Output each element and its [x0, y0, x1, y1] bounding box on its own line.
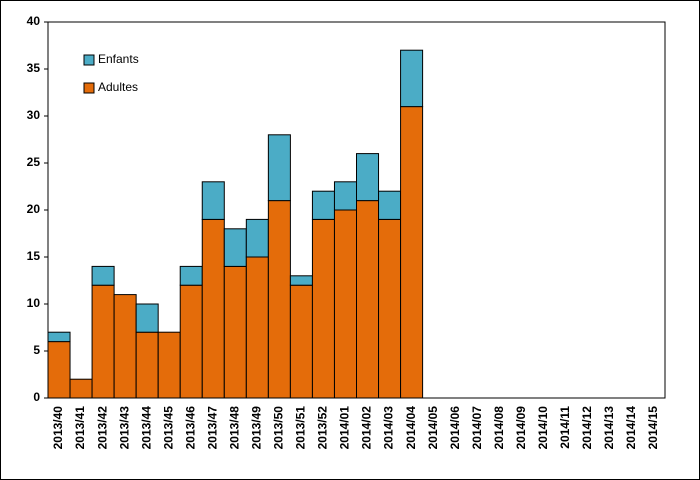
x-tick-label: 2013/51 — [294, 406, 308, 450]
bar-segment — [311, 190, 335, 220]
x-tick-label: 2013/46 — [183, 406, 197, 450]
bar-segment — [356, 153, 380, 202]
bar-segment — [179, 265, 203, 286]
bar-segment — [223, 228, 247, 267]
x-tick-label: 2013/42 — [95, 406, 109, 450]
x-tick-label: 2013/47 — [205, 406, 219, 450]
bar-segment — [333, 209, 358, 399]
x-tick-label: 2013/43 — [117, 406, 131, 450]
bar-segment — [113, 294, 137, 399]
x-tick-label: 2014/01 — [338, 406, 352, 450]
legend-swatch — [83, 54, 95, 66]
x-tick-label: 2014/06 — [448, 406, 462, 450]
bar-segment — [245, 218, 269, 258]
x-tick-label: 2014/15 — [646, 406, 660, 450]
x-tick-label: 2013/44 — [139, 406, 153, 450]
bar-segment — [267, 134, 291, 202]
bar-segment — [333, 181, 358, 211]
x-tick-label: 2014/04 — [404, 406, 418, 450]
y-tick-label: 30 — [27, 108, 41, 122]
bar-segment — [378, 190, 402, 220]
y-tick-label: 40 — [27, 14, 41, 28]
bar-segment — [400, 49, 424, 108]
bar-segment — [157, 331, 181, 399]
x-tick-label: 2014/11 — [558, 406, 572, 449]
x-tick-label: 2014/05 — [426, 406, 440, 450]
x-tick-label: 2014/14 — [624, 406, 638, 450]
bar-segment — [245, 256, 269, 399]
bar-segment — [135, 303, 159, 333]
x-tick-label: 2014/10 — [536, 406, 550, 450]
x-tick-label: 2014/08 — [492, 406, 506, 450]
y-tick-label: 5 — [33, 343, 40, 357]
legend-label: Enfants — [98, 52, 139, 66]
x-tick-label: 2013/49 — [250, 406, 264, 450]
x-tick-label: 2014/07 — [470, 406, 484, 450]
x-tick-label: 2013/40 — [51, 406, 65, 450]
bar-segment — [91, 284, 115, 399]
bar-segment — [311, 218, 335, 399]
bar-segment — [400, 106, 424, 399]
bar-segment — [135, 331, 159, 399]
y-tick-label: 35 — [27, 61, 41, 75]
x-tick-label: 2013/45 — [161, 406, 175, 450]
x-tick-label: 2014/03 — [382, 406, 396, 450]
x-tick-label: 2014/12 — [580, 406, 594, 450]
x-tick-label: 2014/13 — [602, 406, 616, 450]
legend-swatch — [83, 82, 95, 94]
bar-segment — [47, 331, 71, 343]
y-tick-label: 20 — [27, 202, 41, 216]
bar-segment — [289, 275, 313, 286]
x-tick-label: 2014/09 — [514, 406, 528, 450]
bar-segment — [91, 265, 115, 286]
y-tick-label: 0 — [33, 390, 40, 404]
x-tick-label: 2013/52 — [316, 406, 330, 450]
bar-segment — [267, 200, 291, 399]
bar-segment — [289, 284, 313, 399]
y-tick-label: 25 — [27, 155, 41, 169]
x-tick-label: 2013/50 — [272, 406, 286, 450]
x-tick-label: 2014/02 — [360, 406, 374, 450]
bar-segment — [47, 341, 71, 399]
bar-segment — [179, 284, 203, 399]
x-tick-label: 2013/48 — [227, 406, 241, 450]
bar-segment — [378, 218, 402, 399]
bar-segment — [201, 218, 225, 399]
x-tick-label: 2013/41 — [73, 406, 87, 450]
bar-segment — [223, 265, 247, 399]
bar-segment — [201, 181, 225, 220]
y-tick-label: 10 — [27, 296, 41, 310]
bar-segment — [356, 200, 380, 399]
legend-label: Adultes — [98, 80, 138, 94]
bar-segment — [69, 378, 93, 399]
y-tick-label: 15 — [27, 249, 41, 263]
